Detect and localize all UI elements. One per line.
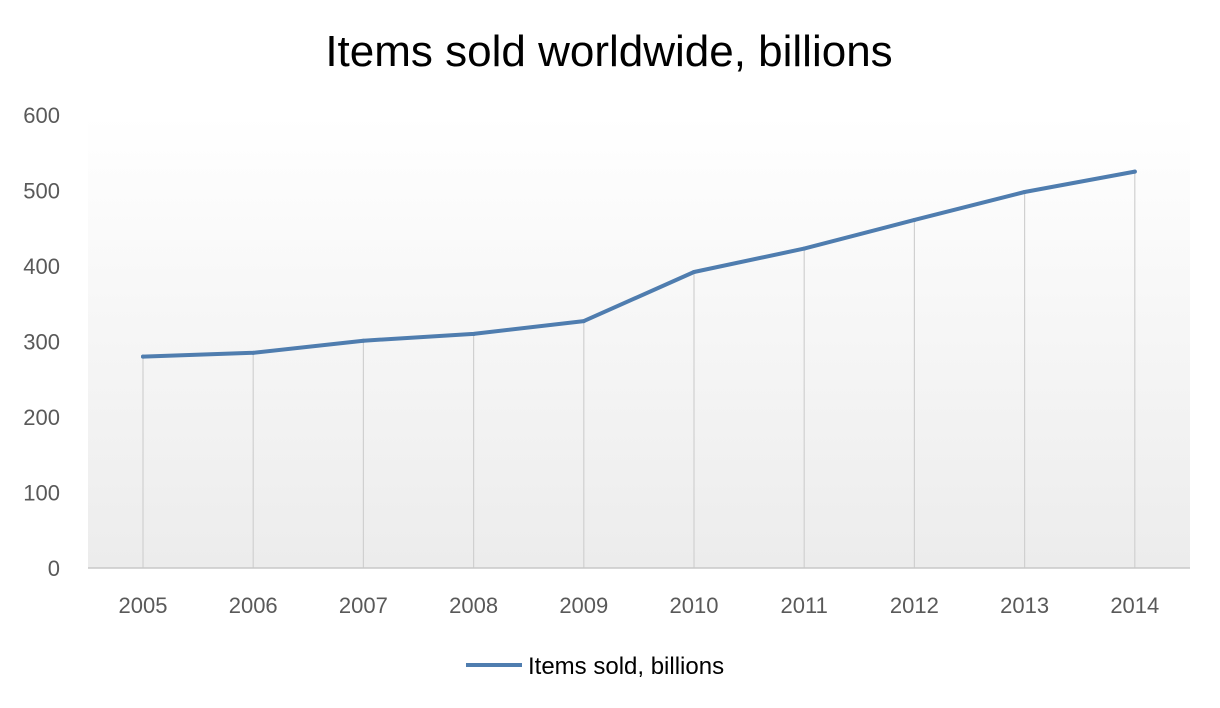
y-tick-label: 500 [23,179,60,204]
plot-area [88,115,1190,568]
chart-title: Items sold worldwide, billions [325,27,892,76]
data-point [251,350,256,355]
data-point [802,246,807,251]
data-point [912,217,917,222]
data-point [471,331,476,336]
x-tick-label: 2012 [890,593,939,618]
data-point [1132,169,1137,174]
data-point [581,319,586,324]
data-point [692,270,696,275]
data-point [141,354,145,359]
data-point [361,338,366,343]
y-axis-tick-labels: 0 100 200 300 400 500 600 [23,103,60,581]
x-tick-label: 2009 [559,593,608,618]
x-tick-label: 2011 [781,593,828,618]
legend: Items sold, billions [466,653,724,680]
x-axis-tick-labels: 2005 2006 2007 2008 2009 2010 2011 2012 2013 2014 [119,593,1160,618]
data-point [1022,190,1027,195]
series-layer [141,169,1137,359]
x-tick-label: 2006 [229,593,278,618]
x-tick-label: 2005 [119,593,168,618]
y-tick-label: 100 [23,481,60,506]
series-line-items-sold [141,169,1137,359]
x-tick-label: 2013 [1000,593,1049,618]
legend-label: Items sold, billions [528,653,724,680]
y-tick-label: 300 [23,330,60,355]
y-tick-label: 0 [48,556,60,581]
x-tick-label: 2008 [449,593,498,618]
drop-lines [142,171,1136,568]
y-tick-label: 200 [23,405,60,430]
y-tick-label: 600 [23,103,60,128]
x-tick-label: 2014 [1110,593,1159,618]
x-tick-label: 2010 [670,593,719,618]
y-tick-label: 400 [23,254,60,279]
x-tick-label: 2007 [339,593,388,618]
